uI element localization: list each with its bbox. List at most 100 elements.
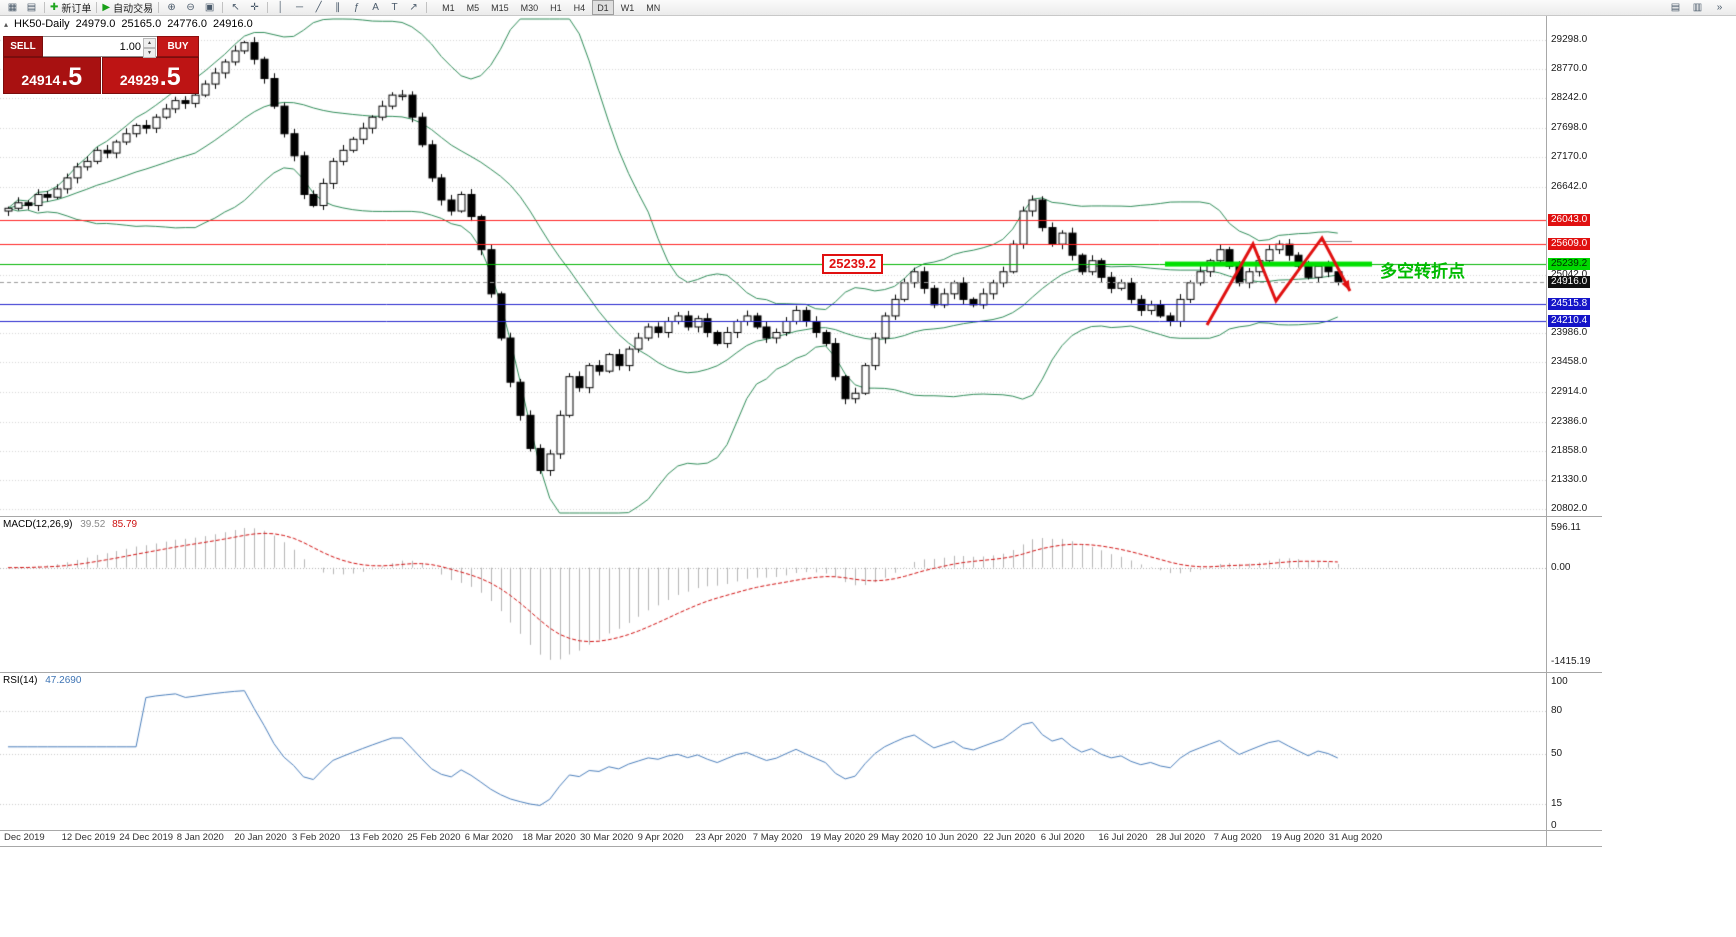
timeframe-m15-button[interactable]: M15 (491, 2, 509, 13)
price-axis-label: 25239.2 (1548, 258, 1591, 271)
zoom-out-icon[interactable]: ⊖ (181, 1, 200, 14)
toolbar-separator (426, 2, 428, 13)
price-axis-label: 28770.0 (1551, 63, 1588, 75)
trendline-icon: ╱ (315, 2, 322, 13)
market-watch-icon: ▥ (1692, 2, 1703, 13)
new-order-button[interactable]: ✚ 新订单 (48, 1, 93, 15)
timeframe-m30-button[interactable]: M30 (520, 2, 539, 13)
price-axis[interactable]: 29298.0 28770.0 28242.0 27698.0 27170.0 26642… (1548, 16, 1602, 846)
date-axis-label: 13 Feb 2020 (349, 832, 403, 843)
date-axis-label: 28 Jul 2020 (1156, 832, 1206, 843)
channel-icon[interactable]: ∥ (328, 1, 347, 14)
date-axis-label: 24 Dec 2019 (119, 832, 174, 843)
timeframe-h4-button[interactable]: H4 (573, 2, 586, 13)
new-order-button-label: 新订单 (61, 4, 92, 15)
rsi-indicator-label: RSI(14) 47.2690 (3, 675, 81, 686)
pane-separator[interactable] (0, 830, 1602, 831)
timeframe-m5-button[interactable]: M5 (466, 2, 480, 13)
main-toolbar: ▦ ▤ ✚ 新订单 ▶ 自动交易 ⊕ ⊖ ▣ ↖ ✛ │ ─ ╱ ∥ ƒ A T ↗ M1 M5 M15 M30 H1 H4 D… (0, 0, 1736, 16)
buy-button[interactable]: BUY (157, 36, 199, 57)
price-axis-label: 22386.0 (1551, 415, 1588, 427)
date-axis-label: 6 Mar 2020 (464, 832, 513, 843)
sell-button[interactable]: SELL (3, 36, 43, 57)
timeframe-w1-button[interactable]: W1 (620, 2, 635, 13)
arrow-tools-icon[interactable]: ↗ (404, 1, 423, 14)
date-axis-label: 18 Mar 2020 (522, 832, 576, 843)
main-chart-canvas[interactable] (0, 16, 1546, 516)
timeframe-d1-button[interactable]: D1 (592, 0, 614, 15)
timeframe-mn-button[interactable]: MN (646, 2, 661, 13)
date-axis-label: 29 May 2020 (868, 832, 923, 843)
zoom-in-icon: ⊕ (167, 2, 176, 13)
price-level-callout: 25239.2 (822, 254, 883, 274)
macd-axis-label: 0.00 (1551, 561, 1571, 573)
crosshair-icon[interactable]: ✛ (245, 1, 264, 14)
date-axis-label: 12 Dec 2019 (61, 832, 116, 843)
axis-separator (1546, 16, 1547, 846)
fibonacci-icon[interactable]: ƒ (347, 1, 366, 14)
data-window-icon[interactable]: ▤ (1666, 1, 1685, 14)
crosshair-icon: ✛ (250, 2, 259, 13)
macd-signal-value: 85.79 (112, 519, 138, 530)
price-axis-label: 26043.0 (1548, 213, 1591, 226)
new-order-button: ✚ (50, 2, 59, 13)
horizontal-line-icon[interactable]: ─ (290, 1, 309, 14)
vertical-line-icon: │ (277, 2, 284, 13)
buy-price-box[interactable]: 24929 .5 (101, 57, 199, 94)
text-label-icon[interactable]: T (385, 1, 404, 14)
buy-price-main: 24929 (119, 72, 159, 88)
pane-separator[interactable] (0, 516, 1602, 517)
timeframe-m1-button[interactable]: M1 (442, 2, 455, 13)
toolbar-right-group: ▤ ▥ » (1666, 0, 1729, 15)
volume-decrease-button[interactable]: ▼ (143, 48, 156, 58)
rsi-axis-label: 15 (1551, 798, 1563, 810)
price-axis-label: 22914.0 (1551, 386, 1588, 398)
new-chart-icon[interactable]: ▦ (3, 1, 22, 14)
market-watch-icon[interactable]: ▥ (1688, 1, 1707, 14)
price-axis-label: 24210.4 (1548, 314, 1591, 327)
zoom-in-icon[interactable]: ⊕ (162, 1, 181, 14)
one-click-trading-panel: SELL ▲ ▼ BUY 24914 .5 24929 .5 (3, 36, 199, 94)
buy-price-big-digit: .5 (159, 63, 181, 91)
volume-input[interactable] (43, 37, 157, 56)
date-axis-label: 16 Jul 2020 (1098, 832, 1148, 843)
ohlc-high-value: 25165.0 (121, 18, 162, 30)
chart-title: HK50-Daily (14, 18, 70, 30)
ohlc-low-value: 24776.0 (167, 18, 207, 30)
chart-symbol-icon: ▴ (4, 19, 9, 29)
price-axis-label: 29298.0 (1551, 34, 1588, 45)
date-axis[interactable]: Dec 2019 12 Dec 2019 24 Dec 2019 8 Jan 2020… (0, 832, 1546, 845)
text-icon[interactable]: A (366, 1, 385, 14)
chart-profiles-icon: ▤ (26, 2, 37, 13)
macd-indicator-label: MACD(12,26,9) 39.52 85.79 (3, 519, 137, 530)
rsi-axis-label: 0 (1551, 820, 1557, 831)
price-axis-label: 21330.0 (1551, 473, 1588, 485)
macd-pane-canvas[interactable] (0, 517, 1546, 672)
price-axis-label: 28242.0 (1551, 92, 1588, 104)
volume-increase-button[interactable]: ▲ (143, 38, 156, 48)
toolbar-overflow-icon: » (1716, 2, 1723, 13)
auto-trading-button[interactable]: ▶ 自动交易 (100, 1, 155, 15)
channel-icon: ∥ (335, 2, 341, 13)
pane-separator[interactable] (0, 672, 1602, 673)
trendline-icon[interactable]: ╱ (309, 1, 328, 14)
date-axis-label: 22 Jun 2020 (983, 832, 1036, 843)
auto-trading-button: ▶ (102, 2, 111, 13)
horizontal-line-icon: ─ (296, 2, 304, 13)
cursor-icon[interactable]: ↖ (226, 1, 245, 14)
zoom-out-icon: ⊖ (186, 2, 195, 13)
ohlc-close-value: 24916.0 (212, 18, 253, 30)
chart-profiles-icon[interactable]: ▤ (22, 1, 41, 14)
turning-point-annotation: 多空转折点 (1380, 262, 1465, 281)
tile-windows-icon[interactable]: ▣ (200, 1, 219, 14)
timeframe-h1-button[interactable]: H1 (550, 2, 562, 13)
sell-price-box[interactable]: 24914 .5 (3, 57, 101, 94)
cursor-icon: ↖ (231, 2, 240, 13)
rsi-axis-label: 50 (1551, 748, 1563, 759)
date-axis-label: 23 Apr 2020 (695, 832, 747, 843)
chart-ohlc-header: ▴ HK50-Daily 24979.0 25165.0 24776.0 249… (4, 18, 253, 30)
macd-axis: 596.11 0.00 -1415.19 (1548, 517, 1602, 672)
toolbar-overflow-icon[interactable]: » (1710, 1, 1729, 14)
rsi-pane-canvas[interactable] (0, 673, 1546, 830)
vertical-line-icon[interactable]: │ (271, 1, 290, 14)
